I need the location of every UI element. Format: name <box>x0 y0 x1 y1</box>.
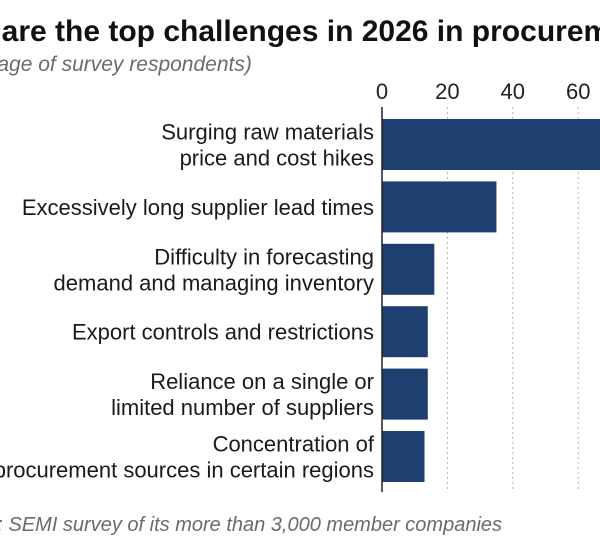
category-label: Surging raw materials <box>161 120 374 145</box>
category-label: Concentration of <box>213 432 375 457</box>
category-label: price and cost hikes <box>180 146 374 171</box>
category-label: Excessively long supplier lead times <box>22 195 374 220</box>
bars <box>382 119 600 482</box>
chart-title: What are the top challenges in 2026 in p… <box>0 15 600 48</box>
x-tick-label: 60 <box>566 79 590 104</box>
category-label: Export controls and restrictions <box>72 320 374 345</box>
x-tick-label: 40 <box>501 79 525 104</box>
chart-subtitle: (Percentage of survey respondents) <box>0 53 252 76</box>
bar <box>382 243 435 295</box>
category-label: demand and managing inventory <box>54 270 374 295</box>
category-label: Reliance on a single or <box>150 369 374 394</box>
bar <box>382 119 600 170</box>
gridlines <box>446 107 579 492</box>
x-tick-label: 0 <box>376 79 388 104</box>
category-label: procurement sources in certain regions <box>0 458 374 483</box>
category-label: Difficulty in forecasting <box>154 244 374 269</box>
x-axis-ticks: 0 20 40 60 <box>376 79 591 104</box>
x-tick-label: 20 <box>435 79 459 104</box>
bar <box>382 431 425 482</box>
chart-source: Source: SEMI survey of its more than 3,0… <box>0 514 502 536</box>
bar <box>382 181 497 233</box>
category-label: limited number of suppliers <box>111 395 374 420</box>
bar <box>382 306 428 358</box>
bar <box>382 368 428 420</box>
